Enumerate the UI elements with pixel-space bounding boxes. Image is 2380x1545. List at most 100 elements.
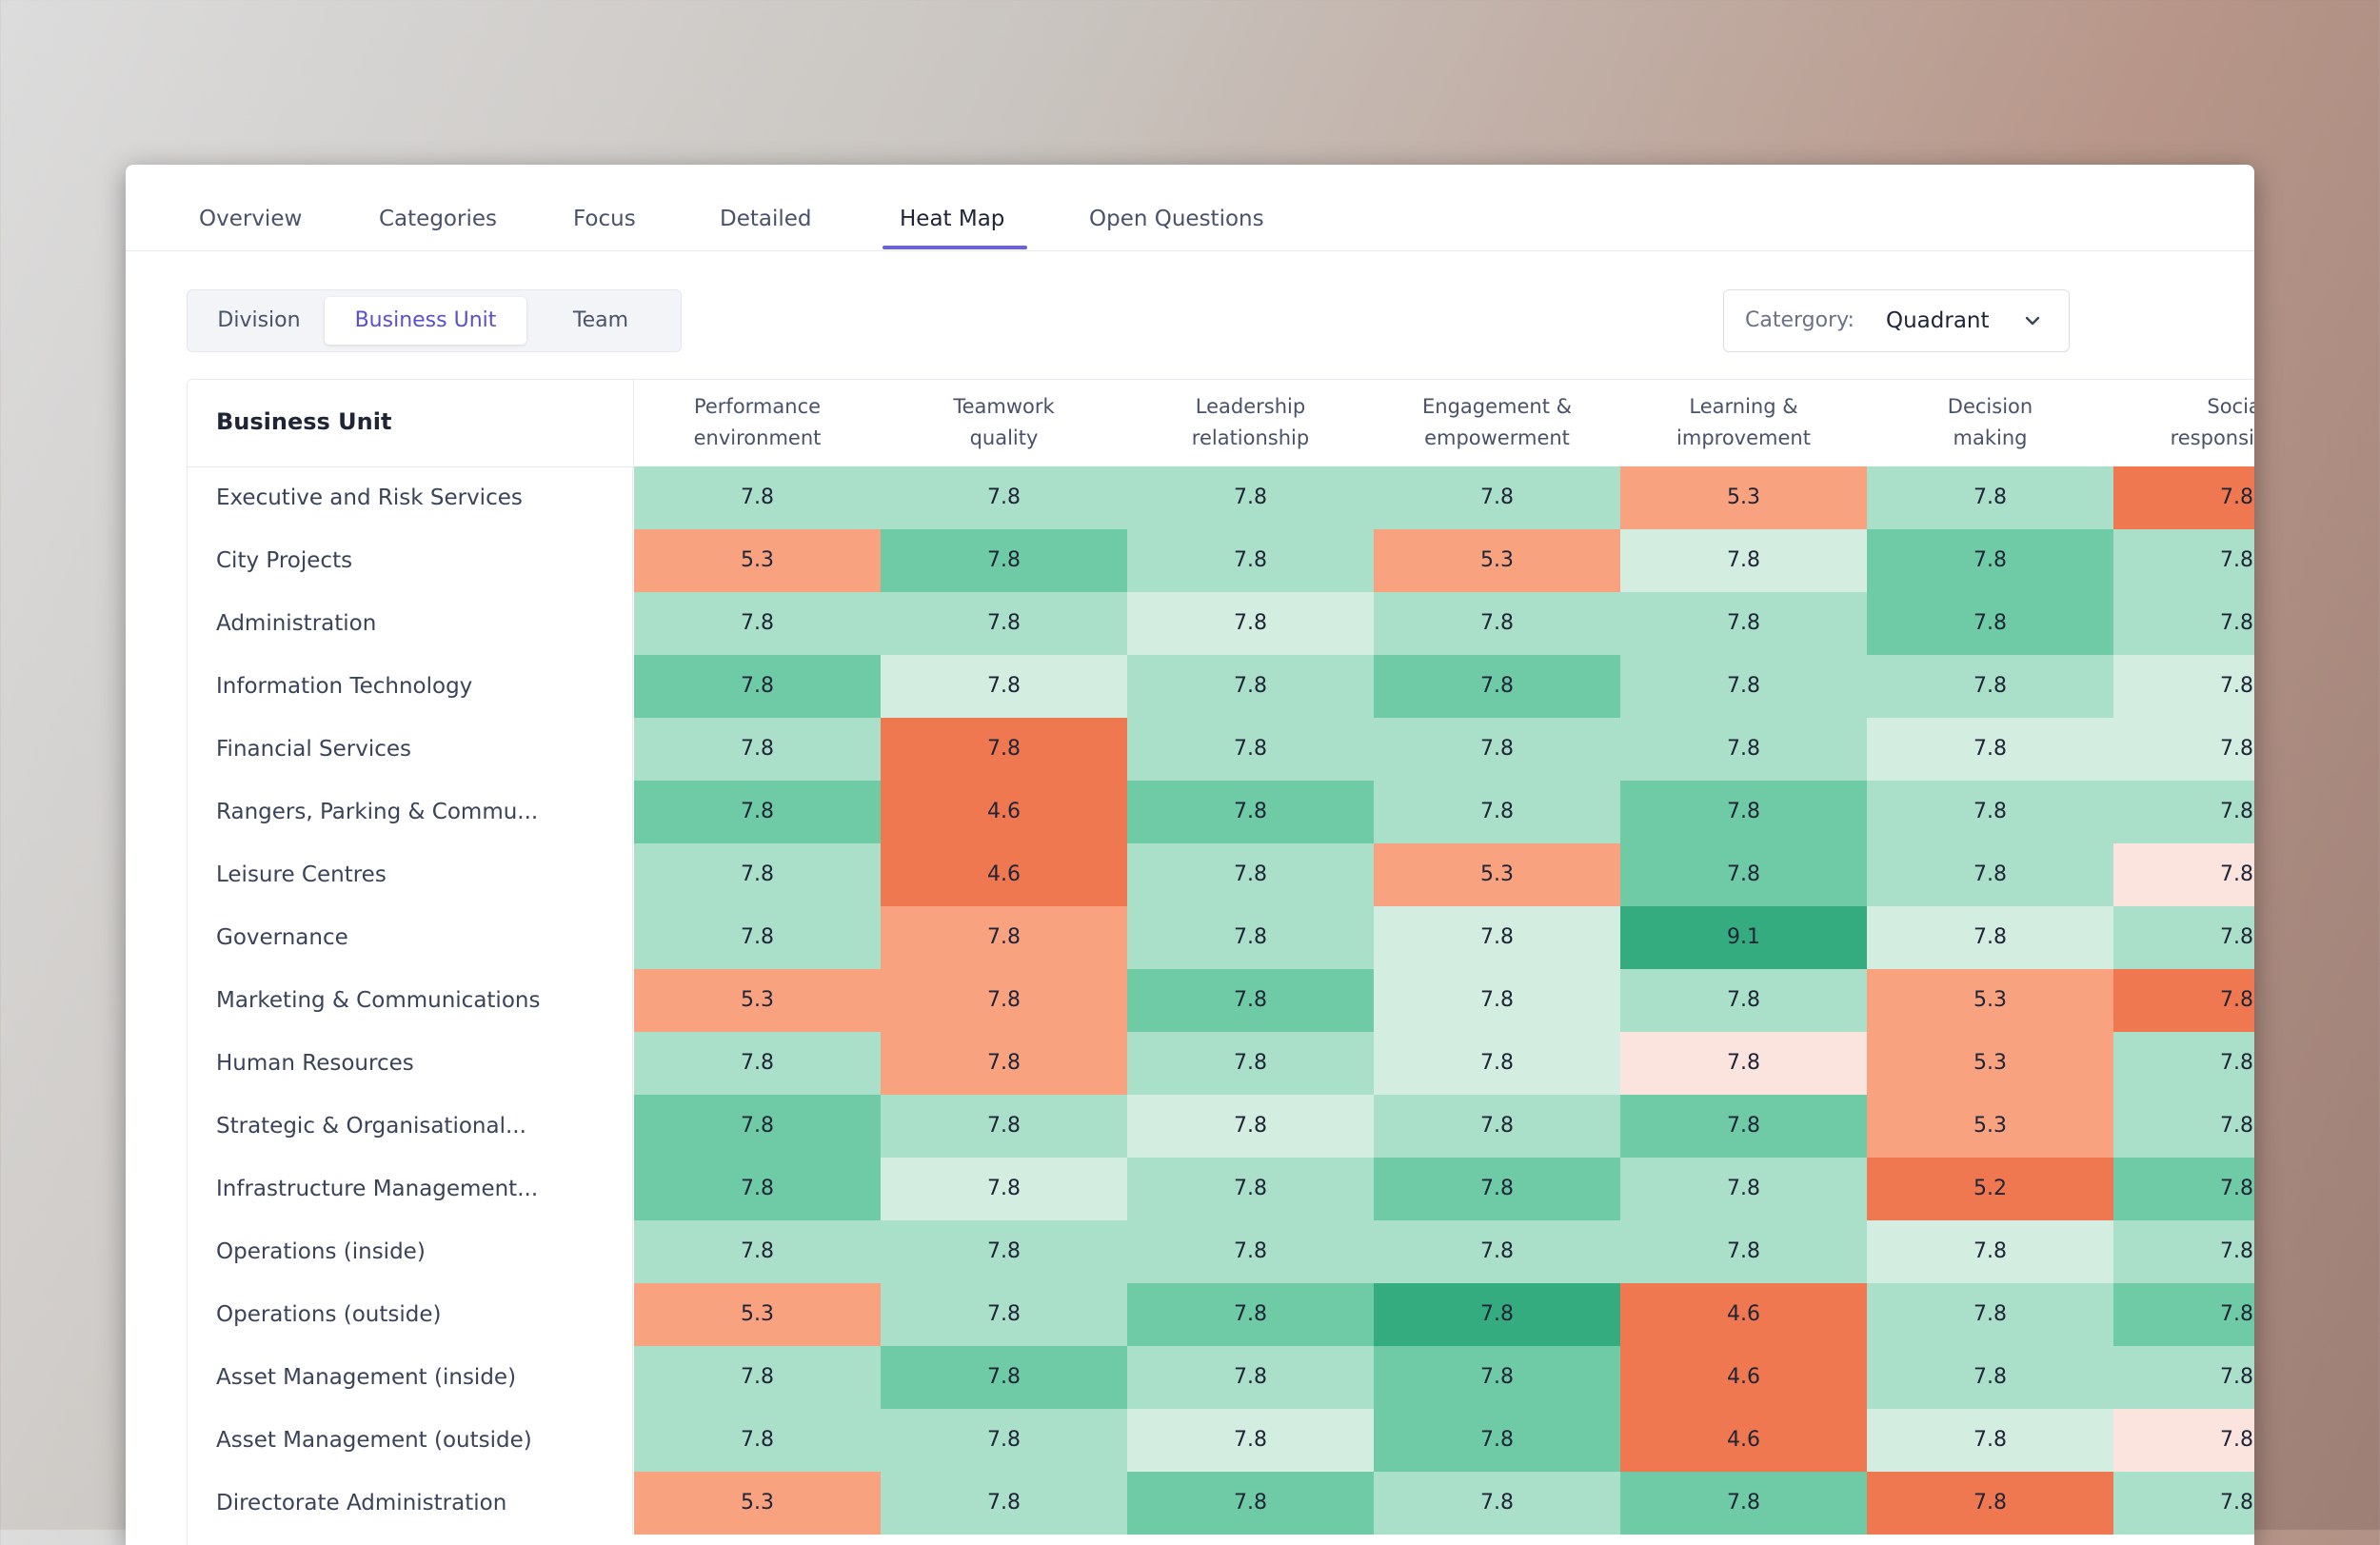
heatmap-cell[interactable]: 7.8	[2113, 466, 2254, 529]
heatmap-cell[interactable]: 7.8	[1127, 906, 1374, 969]
heatmap-cell[interactable]: 7.8	[1127, 781, 1374, 843]
heatmap-cell[interactable]: 7.8	[881, 1158, 1127, 1220]
heatmap-cell[interactable]: 7.8	[881, 906, 1127, 969]
grouping-team-button[interactable]: Team	[572, 308, 629, 332]
heatmap-cell[interactable]: 7.8	[1867, 781, 2113, 843]
heatmap-cell[interactable]: 5.3	[1374, 529, 1620, 592]
heatmap-cell[interactable]: 7.8	[1127, 1346, 1374, 1409]
heatmap-cell[interactable]: 7.8	[881, 969, 1127, 1032]
heatmap-cell[interactable]: 7.8	[1374, 655, 1620, 718]
heatmap-cell[interactable]: 7.8	[1127, 843, 1374, 906]
heatmap-cell[interactable]: 7.8	[1374, 1158, 1620, 1220]
heatmap-cell[interactable]: 4.6	[1620, 1283, 1867, 1346]
tab-focus[interactable]: Focus	[573, 207, 636, 231]
heatmap-cell[interactable]: 7.8	[1867, 843, 2113, 906]
heatmap-cell[interactable]: 5.3	[634, 1472, 881, 1535]
heatmap-cell[interactable]: 7.8	[2113, 781, 2254, 843]
heatmap-cell[interactable]: 7.8	[1867, 1283, 2113, 1346]
heatmap-cell[interactable]: 7.8	[2113, 655, 2254, 718]
heatmap-cell[interactable]: 7.8	[2113, 1220, 2254, 1283]
heatmap-cell[interactable]: 7.8	[1374, 1409, 1620, 1472]
tab-open-questions[interactable]: Open Questions	[1089, 207, 1264, 231]
heatmap-cell[interactable]: 7.8	[1620, 1220, 1867, 1283]
heatmap-cell[interactable]: 7.8	[2113, 1409, 2254, 1472]
heatmap-cell[interactable]: 7.8	[1374, 718, 1620, 781]
heatmap-cell[interactable]: 7.8	[1127, 1158, 1374, 1220]
heatmap-cell[interactable]: 7.8	[1127, 1472, 1374, 1535]
heatmap-cell[interactable]: 7.8	[634, 1158, 881, 1220]
heatmap-cell[interactable]: 7.8	[881, 1283, 1127, 1346]
heatmap-cell[interactable]: 7.8	[634, 1032, 881, 1095]
heatmap-cell[interactable]: 7.8	[634, 655, 881, 718]
heatmap-cell[interactable]: 7.8	[2113, 1472, 2254, 1535]
heatmap-cell[interactable]: 7.8	[881, 466, 1127, 529]
heatmap-cell[interactable]: 7.8	[1374, 969, 1620, 1032]
heatmap-cell[interactable]: 7.8	[1374, 1220, 1620, 1283]
tab-overview[interactable]: Overview	[199, 207, 303, 231]
heatmap-cell[interactable]: 9.1	[1620, 906, 1867, 969]
heatmap-cell[interactable]: 7.8	[1374, 781, 1620, 843]
heatmap-cell[interactable]: 7.8	[2113, 1283, 2254, 1346]
heatmap-cell[interactable]: 5.3	[1867, 1032, 2113, 1095]
heatmap-cell[interactable]: 7.8	[1620, 969, 1867, 1032]
heatmap-cell[interactable]: 7.8	[1374, 1346, 1620, 1409]
heatmap-cell[interactable]: 7.8	[1127, 1409, 1374, 1472]
heatmap-cell[interactable]: 7.8	[1867, 1346, 2113, 1409]
heatmap-cell[interactable]: 7.8	[1620, 1032, 1867, 1095]
heatmap-cell[interactable]: 4.6	[881, 781, 1127, 843]
heatmap-cell[interactable]: 7.8	[1867, 655, 2113, 718]
heatmap-cell[interactable]: 7.8	[2113, 1346, 2254, 1409]
heatmap-cell[interactable]: 5.3	[634, 1283, 881, 1346]
heatmap-cell[interactable]: 7.8	[1620, 1472, 1867, 1535]
heatmap-cell[interactable]: 7.8	[634, 1220, 881, 1283]
tab-heat-map[interactable]: Heat Map	[900, 207, 1005, 231]
heatmap-cell[interactable]: 7.8	[1374, 1283, 1620, 1346]
heatmap-cell[interactable]: 7.8	[2113, 718, 2254, 781]
grouping-division-button[interactable]: Division	[217, 308, 301, 332]
heatmap-cell[interactable]: 7.8	[1127, 969, 1374, 1032]
heatmap-cell[interactable]: 7.8	[634, 718, 881, 781]
heatmap-cell[interactable]: 7.8	[1374, 1032, 1620, 1095]
heatmap-cell[interactable]: 7.8	[1620, 592, 1867, 655]
heatmap-cell[interactable]: 7.8	[1867, 529, 2113, 592]
heatmap-cell[interactable]: 7.8	[1867, 718, 2113, 781]
heatmap-cell[interactable]: 7.8	[1374, 592, 1620, 655]
heatmap-cell[interactable]: 7.8	[881, 1472, 1127, 1535]
heatmap-cell[interactable]: 4.6	[881, 843, 1127, 906]
heatmap-cell[interactable]: 7.8	[1620, 781, 1867, 843]
category-select[interactable]: Catergory: Quadrant	[1723, 289, 2070, 352]
tab-detailed[interactable]: Detailed	[720, 207, 812, 231]
heatmap-cell[interactable]: 7.8	[1127, 718, 1374, 781]
heatmap-cell[interactable]: 7.8	[1867, 1409, 2113, 1472]
heatmap-cell[interactable]: 7.8	[1867, 1220, 2113, 1283]
heatmap-cell[interactable]: 7.8	[1127, 592, 1374, 655]
heatmap-cell[interactable]: 7.8	[1127, 1283, 1374, 1346]
heatmap-cell[interactable]: 4.6	[1620, 1409, 1867, 1472]
heatmap-cell[interactable]: 7.8	[1867, 906, 2113, 969]
heatmap-cell[interactable]: 7.8	[1127, 1032, 1374, 1095]
heatmap-cell[interactable]: 7.8	[634, 843, 881, 906]
heatmap-cell[interactable]: 7.8	[881, 592, 1127, 655]
heatmap-cell[interactable]: 7.8	[1127, 466, 1374, 529]
heatmap-cell[interactable]: 7.8	[1127, 1220, 1374, 1283]
heatmap-cell[interactable]: 5.3	[1867, 1095, 2113, 1158]
heatmap-cell[interactable]: 7.8	[1620, 1158, 1867, 1220]
heatmap-cell[interactable]: 5.3	[1620, 466, 1867, 529]
heatmap-cell[interactable]: 7.8	[2113, 843, 2254, 906]
heatmap-cell[interactable]: 4.6	[1620, 1346, 1867, 1409]
heatmap-cell[interactable]: 7.8	[2113, 969, 2254, 1032]
heatmap-cell[interactable]: 7.8	[1620, 655, 1867, 718]
tab-categories[interactable]: Categories	[379, 207, 497, 231]
heatmap-cell[interactable]: 7.8	[634, 592, 881, 655]
heatmap-cell[interactable]: 7.8	[881, 1095, 1127, 1158]
heatmap-cell[interactable]: 7.8	[1127, 529, 1374, 592]
heatmap-cell[interactable]: 5.3	[1374, 843, 1620, 906]
heatmap-cell[interactable]: 7.8	[1620, 843, 1867, 906]
heatmap-cell[interactable]: 7.8	[634, 1409, 881, 1472]
heatmap-cell[interactable]: 7.8	[1374, 1472, 1620, 1535]
heatmap-cell[interactable]: 7.8	[1867, 1472, 2113, 1535]
heatmap-cell[interactable]: 5.3	[634, 969, 881, 1032]
heatmap-cell[interactable]: 7.8	[2113, 906, 2254, 969]
heatmap-cell[interactable]: 7.8	[1374, 906, 1620, 969]
heatmap-cell[interactable]: 5.3	[1867, 969, 2113, 1032]
